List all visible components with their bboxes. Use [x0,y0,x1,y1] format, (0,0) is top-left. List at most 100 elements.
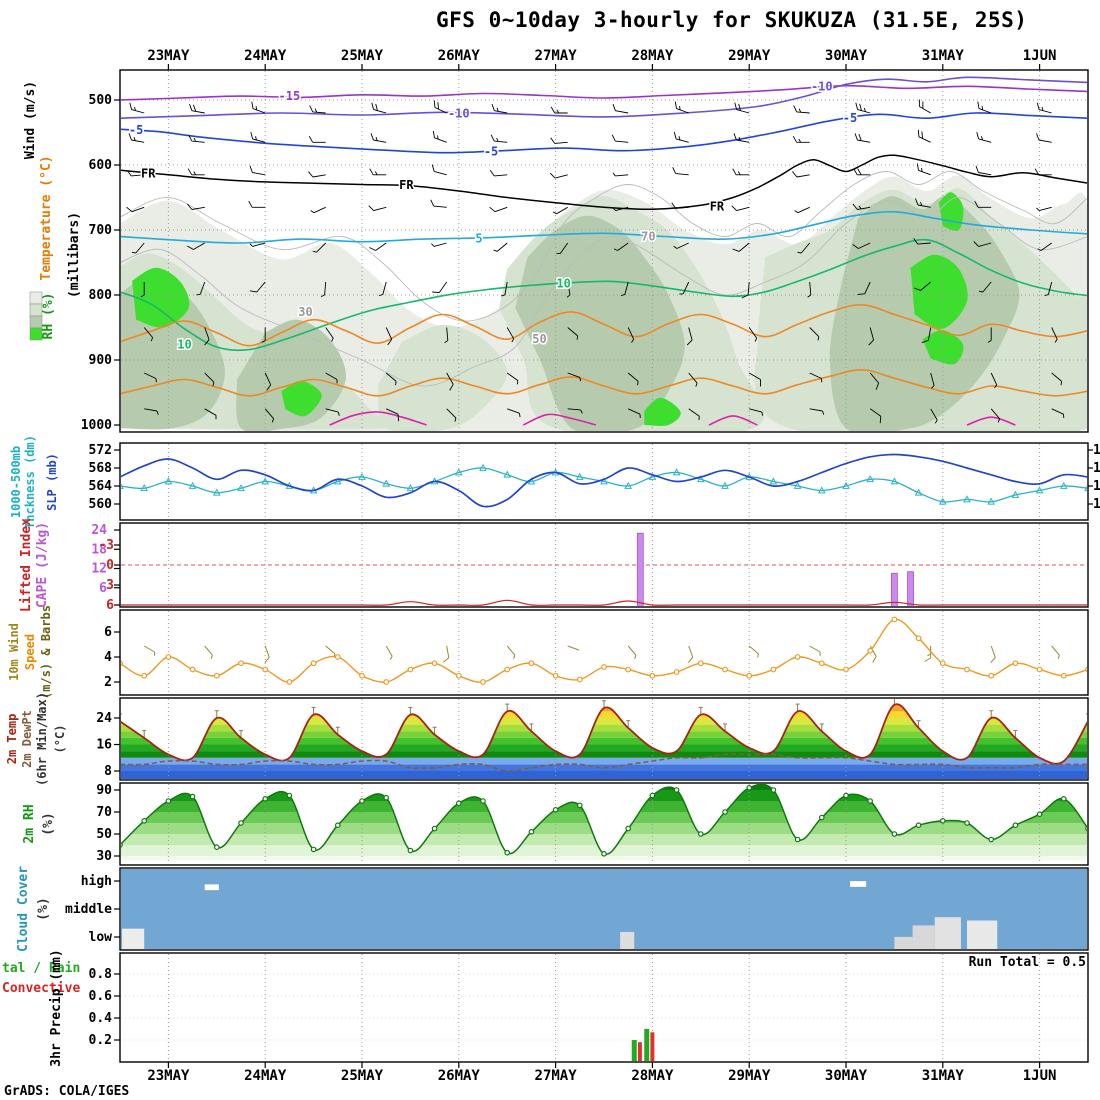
svg-text:30MAY: 30MAY [825,48,868,64]
svg-text:(%): (%) [41,812,56,835]
svg-text:(m/s) & Barbs: (m/s) & Barbs [39,605,53,699]
svg-text:-5: -5 [484,144,498,158]
svg-text:25MAY: 25MAY [341,48,384,64]
svg-text:28MAY: 28MAY [631,48,674,64]
svg-text:23MAY: 23MAY [147,48,190,64]
cloud-gap [894,936,913,950]
svg-text:27MAY: 27MAY [535,1068,578,1084]
cloud-gap [122,928,145,950]
svg-text:1000: 1000 [81,418,112,433]
svg-text:26MAY: 26MAY [438,48,481,64]
panel-li-cape [121,524,1087,606]
svg-text:600: 600 [89,158,113,173]
precip-bar-convective [637,1042,642,1061]
svg-text:FR: FR [141,166,156,180]
svg-text:18: 18 [91,542,107,557]
svg-text:1028: 1028 [1093,461,1100,476]
svg-text:6: 6 [106,598,114,613]
cloud-gap [967,920,998,950]
svg-text:30: 30 [298,305,312,319]
precip-bar-convective [650,1032,655,1061]
svg-text:572: 572 [89,443,112,458]
precip-bar-rain [644,1029,650,1061]
svg-text:1JUN: 1JUN [1023,48,1057,64]
svg-text:564: 564 [89,479,113,494]
svg-text:50: 50 [532,332,546,346]
panel-2m-rh [121,784,1087,864]
panel-upper-air: 30 70 50 -15 -10 -10 -5 -5 -5 FR FR FR 5 10 10 [121,71,1087,431]
svg-text:CAPE (J/kg): CAPE (J/kg) [35,522,50,608]
svg-text:2m DewPt: 2m DewPt [20,710,34,768]
svg-text:560: 560 [89,497,113,512]
cape-bar [636,532,644,606]
svg-text:30MAY: 30MAY [825,1068,868,1084]
svg-text:30: 30 [96,849,112,864]
svg-text:2m RH: 2m RH [22,804,37,843]
svg-text:24MAY: 24MAY [244,1068,287,1084]
svg-text:-5: -5 [843,111,857,125]
svg-text:2: 2 [104,675,112,690]
svg-text:50: 50 [96,827,112,842]
svg-text:high: high [81,874,112,889]
cloud-gap [620,931,635,950]
svg-text:1000-500mb: 1000-500mb [9,446,23,518]
svg-text:8: 8 [104,764,112,779]
panel-10m-wind [121,611,1087,694]
svg-text:700: 700 [89,223,113,238]
svg-text:0.2: 0.2 [89,1033,112,1048]
cape-bar [891,572,898,606]
svg-text:900: 900 [89,353,113,368]
svg-text:middle: middle [65,902,112,917]
svg-text:10: 10 [556,276,570,290]
svg-text:800: 800 [89,288,113,303]
svg-text:(millibars): (millibars) [67,212,82,298]
svg-text:3hr Precip (mm): 3hr Precip (mm) [49,949,64,1066]
svg-text:-5: -5 [129,123,143,137]
svg-text:-10: -10 [448,107,470,121]
svg-text:0.4: 0.4 [89,1011,113,1026]
rh-colorbar-cell [29,327,43,341]
svg-text:Lifted Index: Lifted Index [19,518,34,612]
svg-text:-3: -3 [98,538,114,553]
panel-border-slp [119,442,1089,521]
svg-text:1024: 1024 [1093,479,1100,494]
svg-text:low: low [89,930,113,945]
cloud-gap [204,884,219,891]
svg-text:-15: -15 [279,89,301,103]
svg-text:FR: FR [710,200,725,214]
grads-credit: GrADS: COLA/IGES [4,1084,130,1099]
svg-text:SLP (mb): SLP (mb) [45,453,59,511]
panel-border-upper-air [119,69,1089,433]
svg-text:4: 4 [104,650,112,665]
svg-text:29MAY: 29MAY [728,48,771,64]
svg-text:500: 500 [89,93,113,108]
panel-2m-temp [121,699,1087,779]
svg-text:31MAY: 31MAY [922,1068,965,1084]
svg-text:10: 10 [177,337,191,351]
svg-text:(6hr Min/Max): (6hr Min/Max) [35,692,49,786]
cloud-gap [934,917,961,950]
svg-text:28MAY: 28MAY [631,1068,674,1084]
panel-precip [121,954,1087,1061]
svg-text:0.8: 0.8 [89,967,113,982]
svg-text:23MAY: 23MAY [147,1068,190,1084]
svg-text:6: 6 [99,581,107,596]
svg-text:FR: FR [399,178,414,192]
svg-text:0.6: 0.6 [89,989,113,1004]
rh-colorbar-cell [29,303,43,317]
svg-text:RH (%): RH (%) [41,293,56,340]
svg-text:Convective: Convective [2,981,80,996]
svg-text:568: 568 [89,461,113,476]
svg-text:Run Total = 0.5: Run Total = 0.5 [969,955,1086,970]
panel-border-rh2m [119,782,1089,866]
svg-text:24: 24 [96,711,112,726]
cloud-gap [850,881,867,887]
svg-text:Temperature (°C): Temperature (°C) [39,155,54,280]
panel-cloud-cover [121,869,1087,950]
svg-text:-10: -10 [811,79,833,93]
svg-text:0: 0 [106,558,114,573]
panel-border-temp2m [119,697,1089,781]
svg-text:90: 90 [96,783,112,798]
svg-text:70: 70 [96,805,112,820]
